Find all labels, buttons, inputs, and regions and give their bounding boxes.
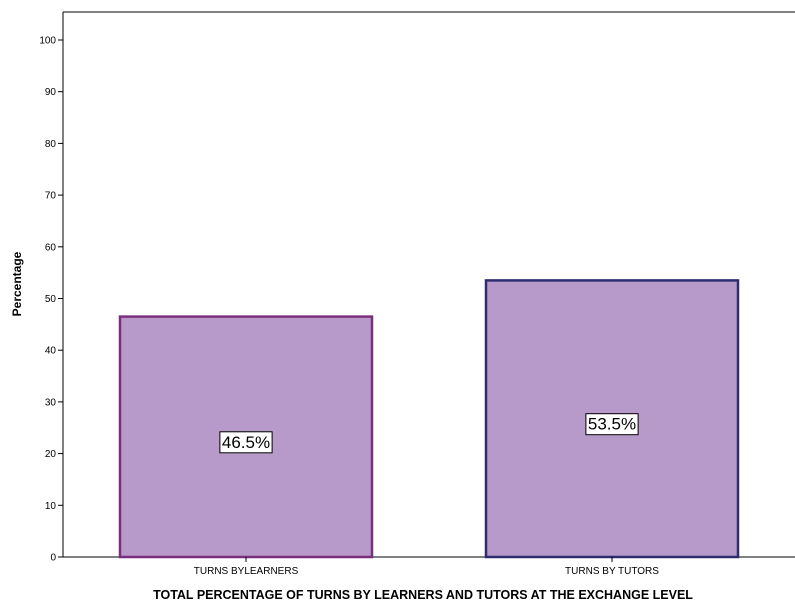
y-tick-label: 60 bbox=[45, 242, 57, 253]
bars: 46.5% 53.5% bbox=[118, 279, 740, 559]
x-category-label: TURNS BYLEARNERS bbox=[194, 566, 299, 577]
y-tick-label: 70 bbox=[45, 191, 57, 202]
bar-data-label: 46.5% bbox=[222, 433, 270, 452]
y-tick-label: 40 bbox=[45, 346, 57, 357]
x-axis-category-labels: TURNS BYLEARNERS TURNS BY TUTORS bbox=[194, 557, 659, 577]
y-axis-ticks: 0 10 20 30 40 50 60 70 80 90 100 bbox=[39, 36, 63, 564]
y-tick-label: 20 bbox=[45, 449, 57, 460]
bar-data-label: 53.5% bbox=[588, 415, 636, 434]
bar-data-label-box bbox=[585, 413, 639, 436]
y-tick-label: 100 bbox=[39, 36, 56, 47]
x-category-label: TURNS BY TUTORS bbox=[565, 566, 659, 577]
y-tick-label: 10 bbox=[45, 501, 57, 512]
bar-data-label-box bbox=[219, 431, 273, 454]
y-axis-title: Percentage bbox=[10, 251, 24, 316]
y-tick-label: 90 bbox=[45, 87, 57, 98]
y-tick-label: 50 bbox=[45, 294, 57, 305]
y-tick-label: 80 bbox=[45, 139, 57, 150]
x-axis-title: TOTAL PERCENTAGE OF TURNS BY LEARNERS AN… bbox=[153, 588, 693, 602]
y-tick-label: 0 bbox=[50, 553, 56, 564]
y-tick-label: 30 bbox=[45, 397, 57, 408]
